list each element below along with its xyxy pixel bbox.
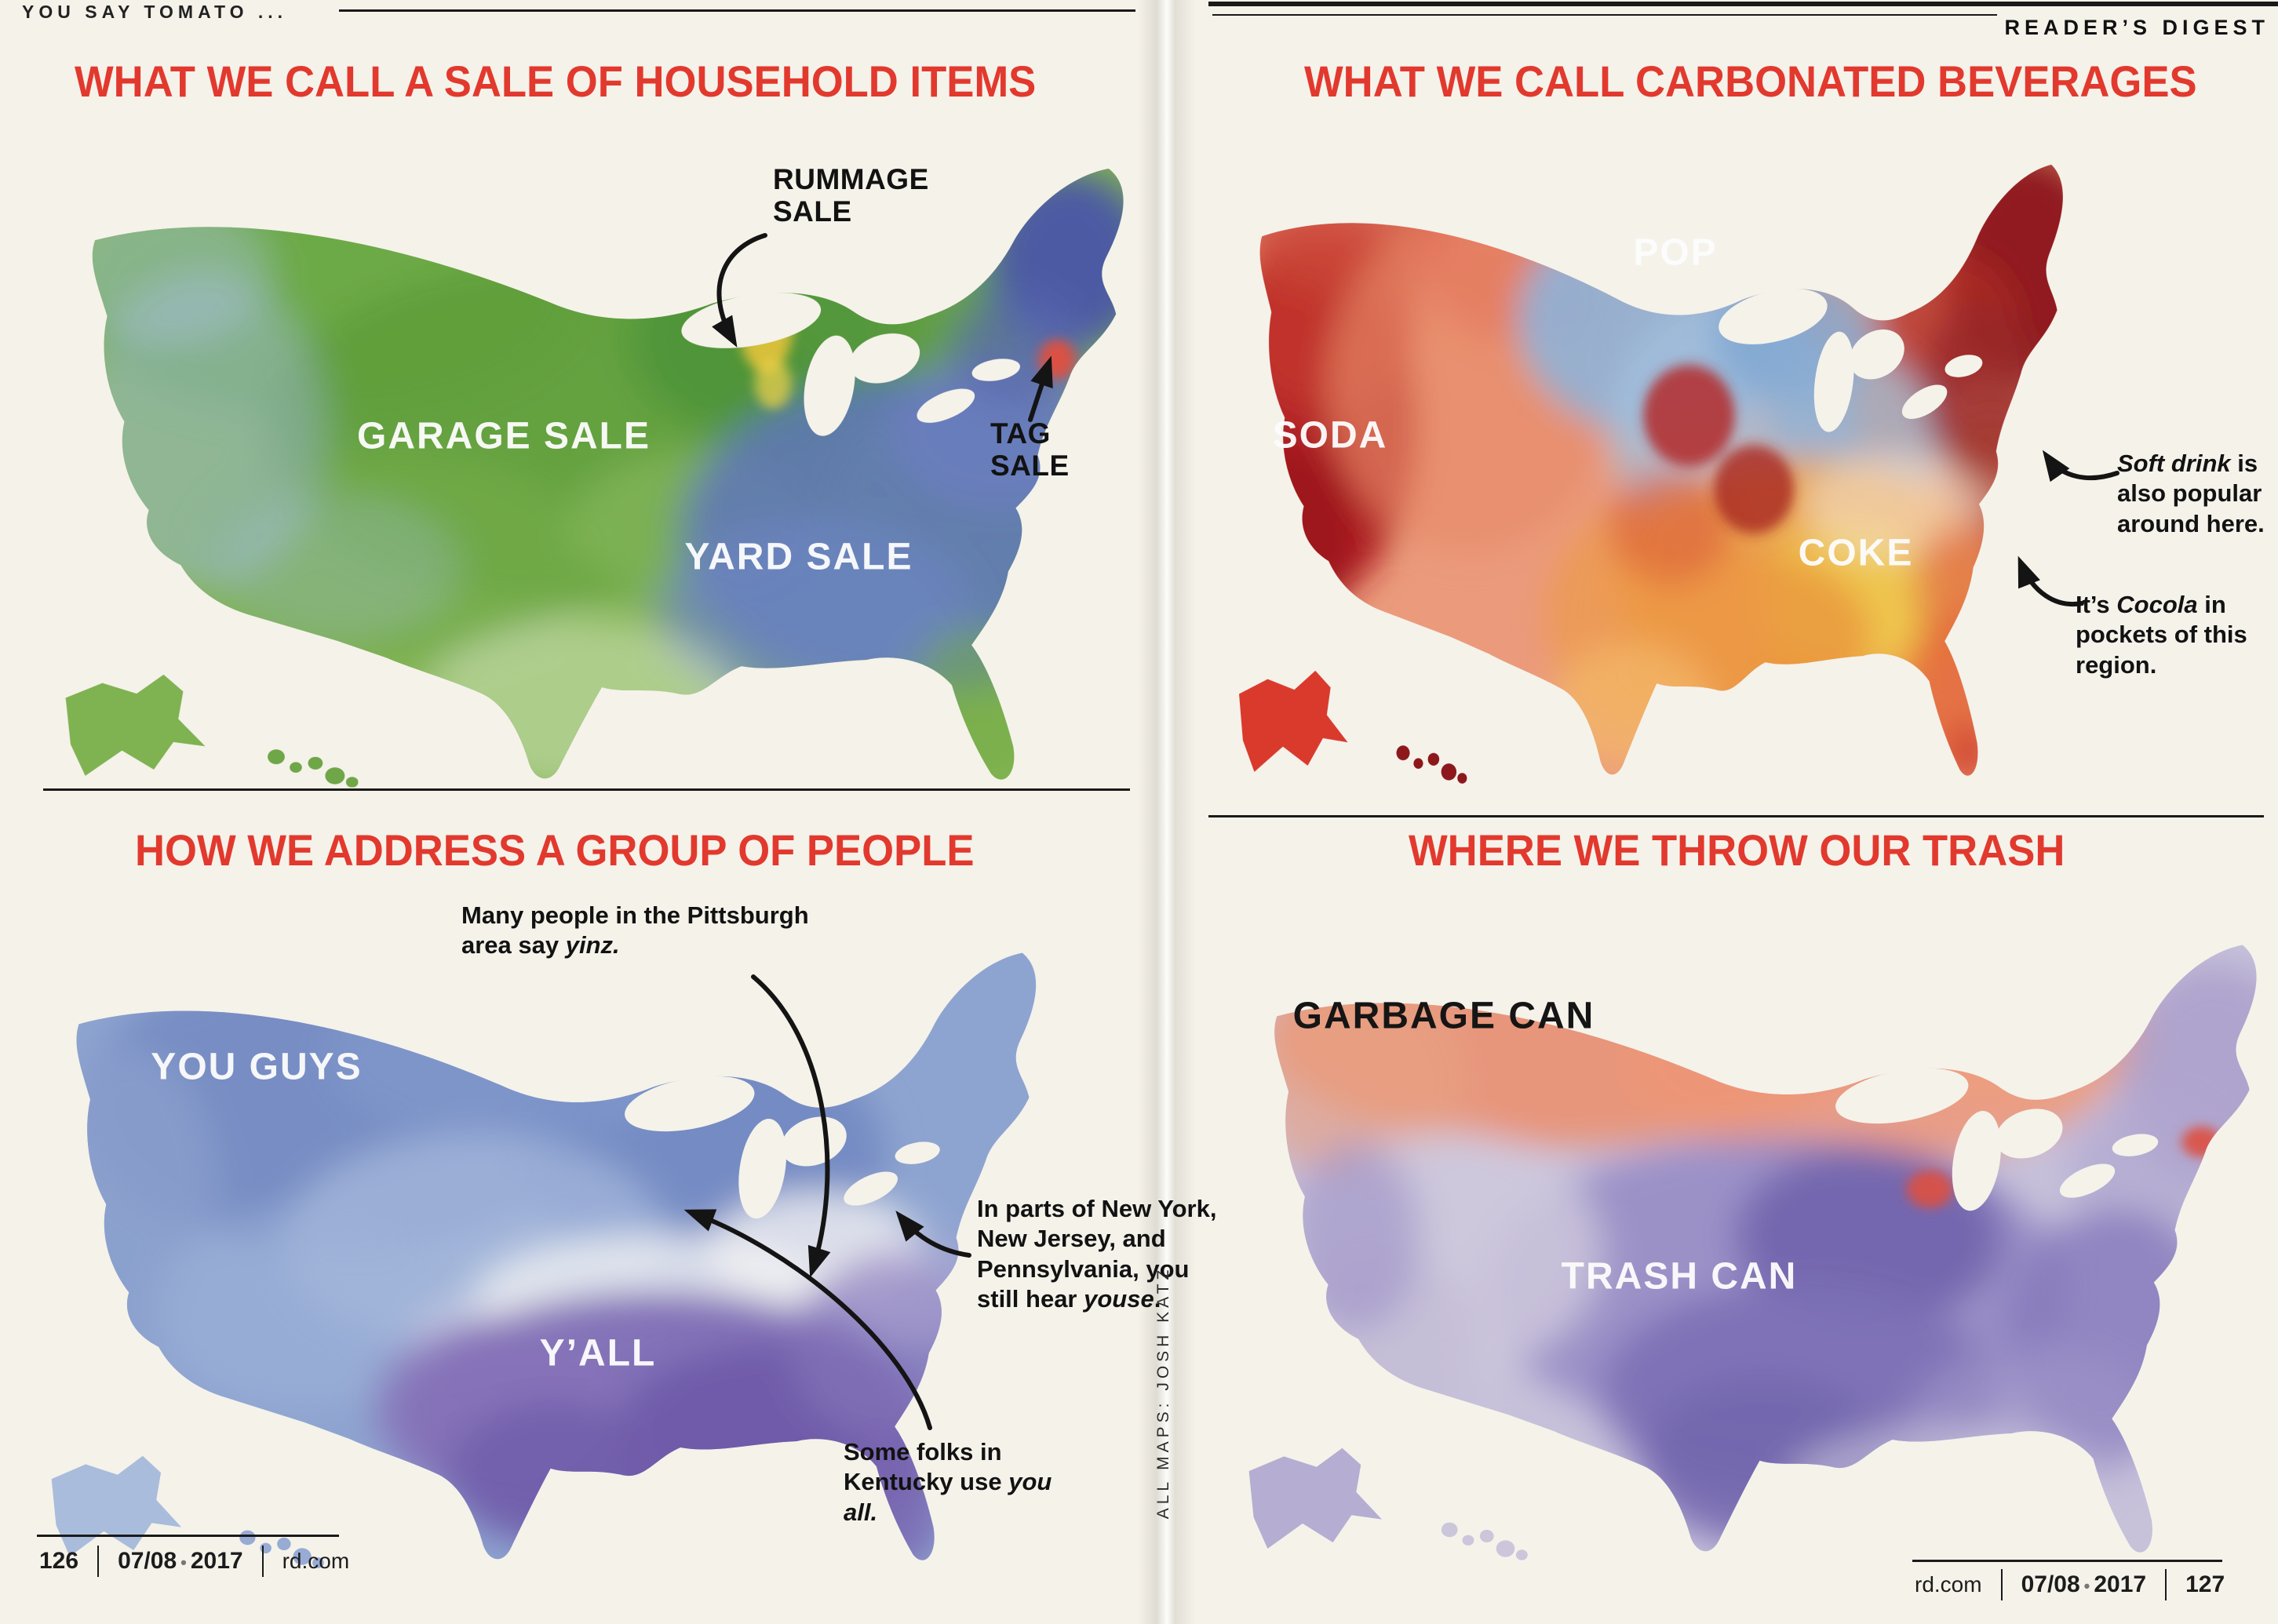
map-sale <box>65 168 1124 788</box>
map-beverages <box>1239 164 2063 784</box>
callout-tag-sale: TAG SALE <box>990 417 1070 482</box>
great-lakes <box>625 1076 940 1219</box>
alaska <box>51 1455 182 1557</box>
footer-separator <box>2000 1569 2003 1600</box>
hawaii <box>239 1530 324 1568</box>
footer-separator <box>2165 1569 2167 1600</box>
region-label-garbage-can: GARBAGE CAN <box>1292 995 1595 1037</box>
alaska <box>1239 670 1348 772</box>
hawaii <box>1441 1522 1528 1560</box>
callout-youse: In parts of New York, New Jersey, and Pe… <box>977 1195 1217 1313</box>
region-label-garage-sale: GARAGE SALE <box>356 415 651 457</box>
map-people <box>51 952 1037 1568</box>
right-quadrant-divider <box>1208 815 2264 817</box>
masthead: READER’S DIGEST <box>2004 16 2269 39</box>
region-label-yall: Y’ALL <box>539 1332 657 1375</box>
issue-date-right: 07/08 • 2017 <box>2021 1571 2147 1597</box>
cocola-arrow <box>2017 555 2084 606</box>
tag-arrow <box>1028 355 1053 422</box>
footer-right: rd.com 07/08 • 2017 127 <box>1915 1569 2225 1600</box>
rummage-arrow <box>712 233 767 348</box>
region-label-trash-can: TRASH CAN <box>1561 1255 1798 1298</box>
callout-soft-drink: Soft drink is also popular around here. <box>2117 450 2265 537</box>
title-trash: WHERE WE THROW OUR TRASH <box>1409 825 2065 875</box>
site-url-left: rd.com <box>282 1549 350 1573</box>
kicker-rule <box>339 9 1135 12</box>
hawaii <box>1396 745 1467 784</box>
region-label-soda: SODA <box>1272 414 1388 457</box>
right-page-top-rule <box>1208 2 2278 6</box>
region-label-you-guys: YOU GUYS <box>151 1046 363 1088</box>
footer-left-rule <box>37 1535 339 1537</box>
footer-separator <box>261 1546 264 1577</box>
issue-date-left: 07/08 • 2017 <box>118 1548 243 1574</box>
great-lakes <box>1835 1068 2159 1211</box>
footer-right-rule <box>1912 1560 2222 1562</box>
left-quadrant-divider <box>43 788 1130 791</box>
region-label-pop: POP <box>1633 231 1718 274</box>
alaska <box>65 674 206 776</box>
alaska <box>1248 1447 1383 1549</box>
region-label-yard-sale: YARD SALE <box>684 536 913 578</box>
youse-arrow <box>895 1211 971 1258</box>
site-url-right: rd.com <box>1915 1572 1982 1597</box>
footer-separator <box>97 1546 100 1577</box>
callout-yinz: Many people in the Pittsburgh area say y… <box>461 901 809 959</box>
page-number-left: 126 <box>39 1548 79 1574</box>
region-label-coke: COKE <box>1798 532 1914 574</box>
page-seam-torn-edge <box>1138 0 1196 1624</box>
maps-credit: ALL MAPS: JOSH KATZ <box>1154 1265 1172 1520</box>
callout-you-all: Some folks in Kentucky use you all. <box>844 1438 1052 1526</box>
page-kicker: YOU SAY TOMATO ... <box>22 2 288 22</box>
page-number-right: 127 <box>2185 1571 2225 1597</box>
callout-cocola: It’s Cocola in pockets of this region. <box>2076 591 2247 679</box>
title-beverages: WHAT WE CALL CARBONATED BEVERAGES <box>1304 56 2197 106</box>
masthead-rule <box>1212 14 1997 16</box>
hawaii <box>268 749 359 788</box>
you-all-arrow <box>683 1209 932 1430</box>
map-trash <box>1248 945 2257 1560</box>
great-lakes <box>1719 288 1983 432</box>
soft-drink-arrow <box>2042 450 2119 482</box>
callout-rummage-sale: RUMMAGE SALE <box>773 163 929 228</box>
title-people: HOW WE ADDRESS A GROUP OF PEOPLE <box>135 825 975 875</box>
title-sale: WHAT WE CALL A SALE OF HOUSEHOLD ITEMS <box>75 56 1037 106</box>
yinz-arrow <box>751 974 831 1278</box>
footer-left: 126 07/08 • 2017 rd.com <box>39 1546 349 1577</box>
